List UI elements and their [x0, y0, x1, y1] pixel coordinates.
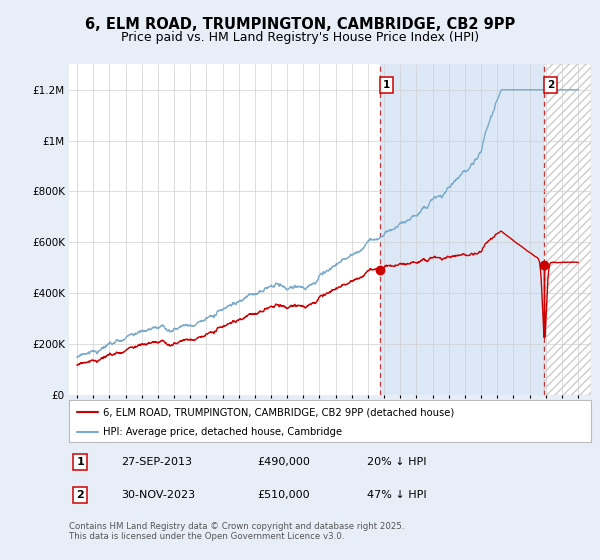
Text: Price paid vs. HM Land Registry's House Price Index (HPI): Price paid vs. HM Land Registry's House …: [121, 31, 479, 44]
Text: 20% ↓ HPI: 20% ↓ HPI: [367, 457, 426, 467]
Text: 2: 2: [77, 490, 85, 500]
Text: 47% ↓ HPI: 47% ↓ HPI: [367, 490, 426, 500]
Text: 27-SEP-2013: 27-SEP-2013: [121, 457, 192, 467]
Bar: [380, 64, 544, 395]
Text: 1: 1: [383, 80, 390, 90]
Text: HPI: Average price, detached house, Cambridge: HPI: Average price, detached house, Camb…: [103, 427, 342, 437]
Text: 1: 1: [77, 457, 85, 467]
Text: Contains HM Land Registry data © Crown copyright and database right 2025.
This d: Contains HM Land Registry data © Crown c…: [69, 522, 404, 542]
Text: £490,000: £490,000: [257, 457, 310, 467]
Text: 2: 2: [547, 80, 554, 90]
Text: 30-NOV-2023: 30-NOV-2023: [121, 490, 196, 500]
Text: 6, ELM ROAD, TRUMPINGTON, CAMBRIDGE, CB2 9PP: 6, ELM ROAD, TRUMPINGTON, CAMBRIDGE, CB2…: [85, 17, 515, 32]
Bar: [544, 64, 591, 395]
Text: 6, ELM ROAD, TRUMPINGTON, CAMBRIDGE, CB2 9PP (detached house): 6, ELM ROAD, TRUMPINGTON, CAMBRIDGE, CB2…: [103, 407, 454, 417]
Text: £510,000: £510,000: [257, 490, 310, 500]
